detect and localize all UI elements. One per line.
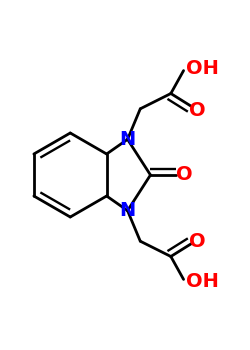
Text: O: O bbox=[189, 100, 206, 120]
Text: N: N bbox=[120, 130, 136, 149]
Text: N: N bbox=[120, 201, 136, 220]
Text: O: O bbox=[189, 232, 206, 251]
Text: OH: OH bbox=[186, 58, 219, 78]
Text: O: O bbox=[176, 166, 192, 184]
Text: OH: OH bbox=[186, 272, 219, 292]
